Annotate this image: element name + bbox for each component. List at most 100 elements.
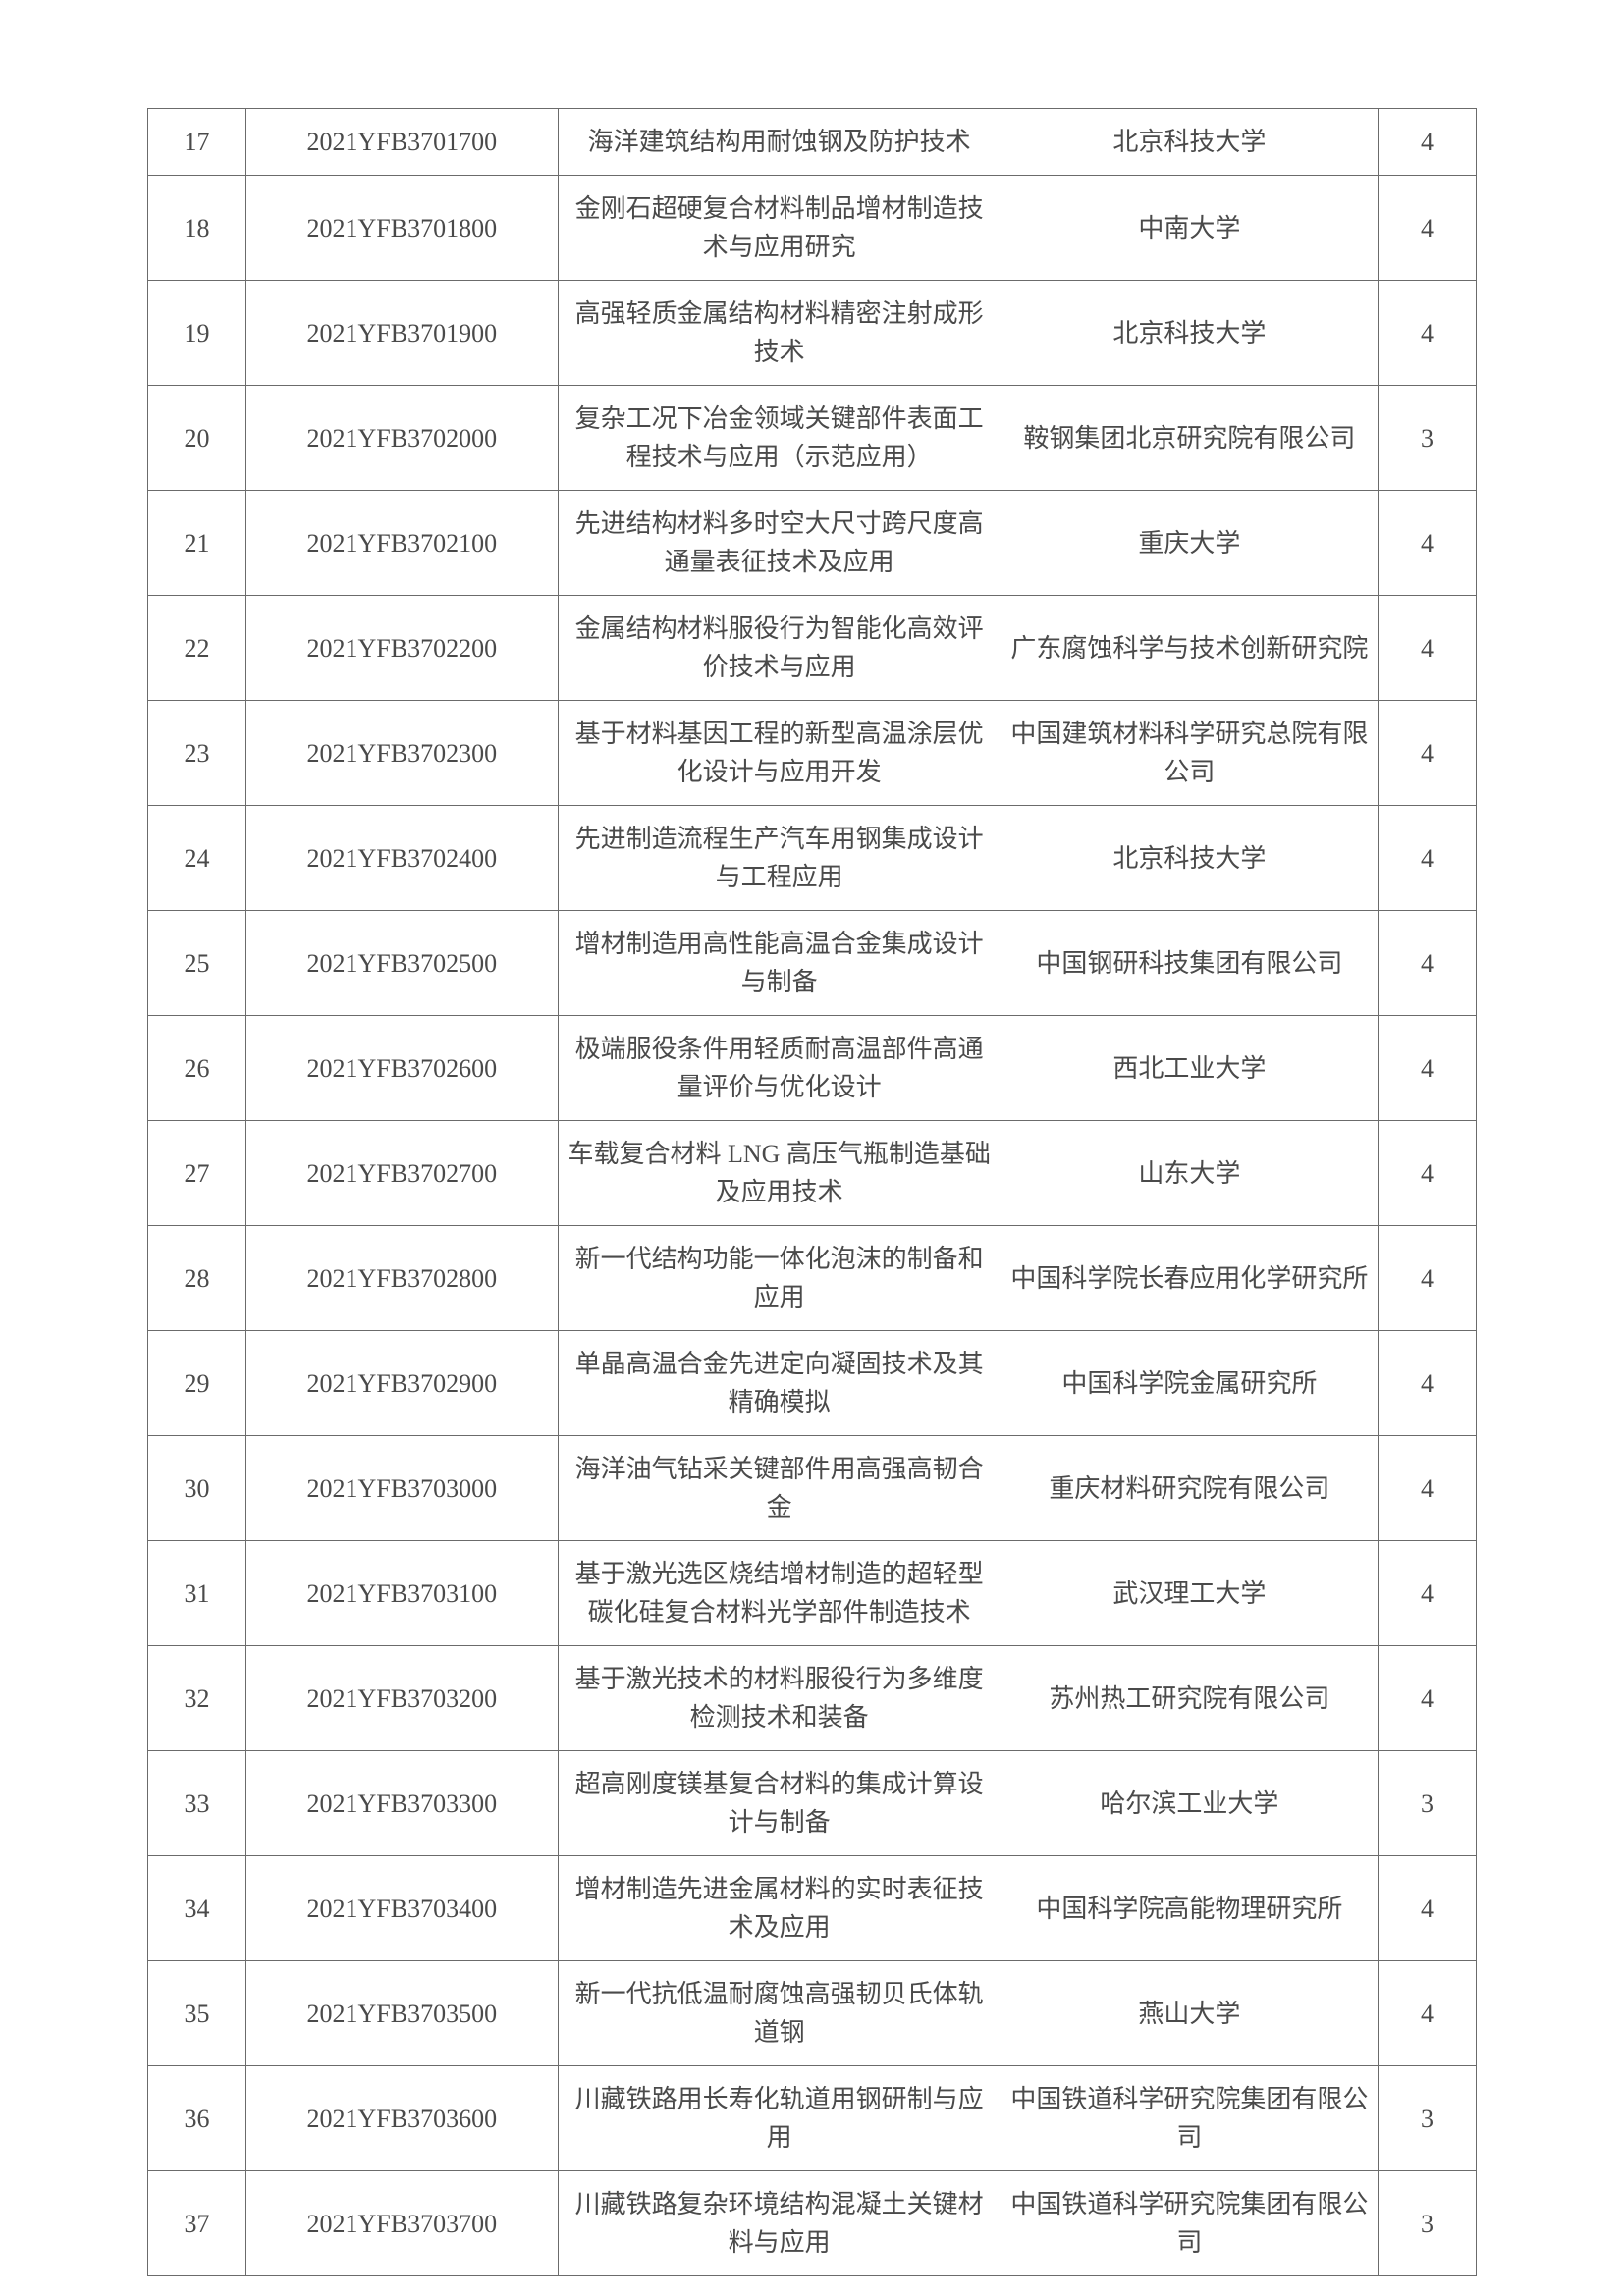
- cell-title: 高强轻质金属结构材料精密注射成形技术: [558, 281, 1001, 386]
- table-row: 182021YFB3701800金刚石超硬复合材料制品增材制造技术与应用研究中南…: [148, 176, 1477, 281]
- cell-code: 2021YFB3702500: [245, 911, 558, 1016]
- cell-title: 新一代结构功能一体化泡沫的制备和应用: [558, 1226, 1001, 1331]
- cell-count: 3: [1379, 2066, 1477, 2171]
- cell-no: 27: [148, 1121, 246, 1226]
- cell-org: 燕山大学: [1001, 1961, 1378, 2066]
- table-row: 262021YFB3702600极端服役条件用轻质耐高温部件高通量评价与优化设计…: [148, 1016, 1477, 1121]
- cell-no: 36: [148, 2066, 246, 2171]
- projects-table: 172021YFB3701700海洋建筑结构用耐蚀钢及防护技术北京科技大学418…: [147, 108, 1477, 2276]
- cell-title: 增材制造先进金属材料的实时表征技术及应用: [558, 1856, 1001, 1961]
- cell-org: 中南大学: [1001, 176, 1378, 281]
- cell-org: 北京科技大学: [1001, 281, 1378, 386]
- cell-count: 4: [1379, 701, 1477, 806]
- cell-org: 哈尔滨工业大学: [1001, 1751, 1378, 1856]
- cell-code: 2021YFB3703700: [245, 2171, 558, 2276]
- page: 172021YFB3701700海洋建筑结构用耐蚀钢及防护技术北京科技大学418…: [0, 0, 1624, 2296]
- cell-org: 广东腐蚀科学与技术创新研究院: [1001, 596, 1378, 701]
- cell-count: 4: [1379, 1436, 1477, 1541]
- cell-count: 4: [1379, 1226, 1477, 1331]
- cell-no: 35: [148, 1961, 246, 2066]
- cell-count: 4: [1379, 281, 1477, 386]
- cell-title: 新一代抗低温耐腐蚀高强韧贝氏体轨道钢: [558, 1961, 1001, 2066]
- cell-code: 2021YFB3703200: [245, 1646, 558, 1751]
- table-row: 312021YFB3703100基于激光选区烧结增材制造的超轻型碳化硅复合材料光…: [148, 1541, 1477, 1646]
- table-row: 342021YFB3703400增材制造先进金属材料的实时表征技术及应用中国科学…: [148, 1856, 1477, 1961]
- cell-code: 2021YFB3701800: [245, 176, 558, 281]
- cell-title: 海洋建筑结构用耐蚀钢及防护技术: [558, 109, 1001, 176]
- cell-org: 中国科学院长春应用化学研究所: [1001, 1226, 1378, 1331]
- table-row: 302021YFB3703000海洋油气钻采关键部件用高强高韧合金重庆材料研究院…: [148, 1436, 1477, 1541]
- cell-no: 24: [148, 806, 246, 911]
- cell-code: 2021YFB3702700: [245, 1121, 558, 1226]
- cell-org: 北京科技大学: [1001, 109, 1378, 176]
- table-row: 202021YFB3702000复杂工况下冶金领域关键部件表面工程技术与应用（示…: [148, 386, 1477, 491]
- cell-count: 3: [1379, 2171, 1477, 2276]
- table-row: 282021YFB3702800新一代结构功能一体化泡沫的制备和应用中国科学院长…: [148, 1226, 1477, 1331]
- cell-title: 川藏铁路用长寿化轨道用钢研制与应用: [558, 2066, 1001, 2171]
- cell-title: 基于激光选区烧结增材制造的超轻型碳化硅复合材料光学部件制造技术: [558, 1541, 1001, 1646]
- cell-code: 2021YFB3703600: [245, 2066, 558, 2171]
- cell-org: 西北工业大学: [1001, 1016, 1378, 1121]
- cell-code: 2021YFB3702800: [245, 1226, 558, 1331]
- cell-no: 19: [148, 281, 246, 386]
- cell-no: 23: [148, 701, 246, 806]
- table-row: 322021YFB3703200基于激光技术的材料服役行为多维度检测技术和装备苏…: [148, 1646, 1477, 1751]
- cell-org: 中国铁道科学研究院集团有限公司: [1001, 2066, 1378, 2171]
- cell-count: 3: [1379, 1751, 1477, 1856]
- cell-title: 川藏铁路复杂环境结构混凝土关键材料与应用: [558, 2171, 1001, 2276]
- cell-count: 4: [1379, 1856, 1477, 1961]
- cell-count: 4: [1379, 491, 1477, 596]
- cell-code: 2021YFB3702600: [245, 1016, 558, 1121]
- table-row: 272021YFB3702700车载复合材料 LNG 高压气瓶制造基础及应用技术…: [148, 1121, 1477, 1226]
- cell-no: 26: [148, 1016, 246, 1121]
- table-row: 352021YFB3703500新一代抗低温耐腐蚀高强韧贝氏体轨道钢燕山大学4: [148, 1961, 1477, 2066]
- cell-no: 25: [148, 911, 246, 1016]
- cell-count: 4: [1379, 1121, 1477, 1226]
- cell-org: 中国科学院高能物理研究所: [1001, 1856, 1378, 1961]
- cell-count: 4: [1379, 1646, 1477, 1751]
- cell-count: 4: [1379, 596, 1477, 701]
- cell-no: 33: [148, 1751, 246, 1856]
- cell-no: 17: [148, 109, 246, 176]
- table-row: 172021YFB3701700海洋建筑结构用耐蚀钢及防护技术北京科技大学4: [148, 109, 1477, 176]
- cell-title: 极端服役条件用轻质耐高温部件高通量评价与优化设计: [558, 1016, 1001, 1121]
- table-row: 292021YFB3702900单晶高温合金先进定向凝固技术及其精确模拟中国科学…: [148, 1331, 1477, 1436]
- cell-code: 2021YFB3703500: [245, 1961, 558, 2066]
- cell-title: 先进结构材料多时空大尺寸跨尺度高通量表征技术及应用: [558, 491, 1001, 596]
- cell-no: 30: [148, 1436, 246, 1541]
- cell-count: 4: [1379, 1541, 1477, 1646]
- cell-code: 2021YFB3703300: [245, 1751, 558, 1856]
- cell-no: 22: [148, 596, 246, 701]
- cell-org: 山东大学: [1001, 1121, 1378, 1226]
- cell-no: 29: [148, 1331, 246, 1436]
- cell-no: 37: [148, 2171, 246, 2276]
- cell-code: 2021YFB3702200: [245, 596, 558, 701]
- cell-code: 2021YFB3701700: [245, 109, 558, 176]
- cell-count: 4: [1379, 806, 1477, 911]
- cell-code: 2021YFB3703100: [245, 1541, 558, 1646]
- cell-org: 中国铁道科学研究院集团有限公司: [1001, 2171, 1378, 2276]
- cell-title: 基于材料基因工程的新型高温涂层优化设计与应用开发: [558, 701, 1001, 806]
- table-row: 212021YFB3702100先进结构材料多时空大尺寸跨尺度高通量表征技术及应…: [148, 491, 1477, 596]
- cell-code: 2021YFB3703400: [245, 1856, 558, 1961]
- cell-no: 20: [148, 386, 246, 491]
- cell-code: 2021YFB3702300: [245, 701, 558, 806]
- cell-title: 海洋油气钻采关键部件用高强高韧合金: [558, 1436, 1001, 1541]
- cell-title: 单晶高温合金先进定向凝固技术及其精确模拟: [558, 1331, 1001, 1436]
- cell-org: 中国钢研科技集团有限公司: [1001, 911, 1378, 1016]
- cell-no: 32: [148, 1646, 246, 1751]
- cell-org: 鞍钢集团北京研究院有限公司: [1001, 386, 1378, 491]
- cell-org: 北京科技大学: [1001, 806, 1378, 911]
- table-row: 362021YFB3703600川藏铁路用长寿化轨道用钢研制与应用中国铁道科学研…: [148, 2066, 1477, 2171]
- cell-no: 34: [148, 1856, 246, 1961]
- cell-title: 增材制造用高性能高温合金集成设计与制备: [558, 911, 1001, 1016]
- cell-code: 2021YFB3701900: [245, 281, 558, 386]
- cell-code: 2021YFB3702400: [245, 806, 558, 911]
- cell-org: 中国建筑材料科学研究总院有限公司: [1001, 701, 1378, 806]
- table-row: 242021YFB3702400先进制造流程生产汽车用钢集成设计与工程应用北京科…: [148, 806, 1477, 911]
- cell-title: 金属结构材料服役行为智能化高效评价技术与应用: [558, 596, 1001, 701]
- table-row: 222021YFB3702200金属结构材料服役行为智能化高效评价技术与应用广东…: [148, 596, 1477, 701]
- table-row: 252021YFB3702500增材制造用高性能高温合金集成设计与制备中国钢研科…: [148, 911, 1477, 1016]
- cell-count: 4: [1379, 911, 1477, 1016]
- cell-no: 28: [148, 1226, 246, 1331]
